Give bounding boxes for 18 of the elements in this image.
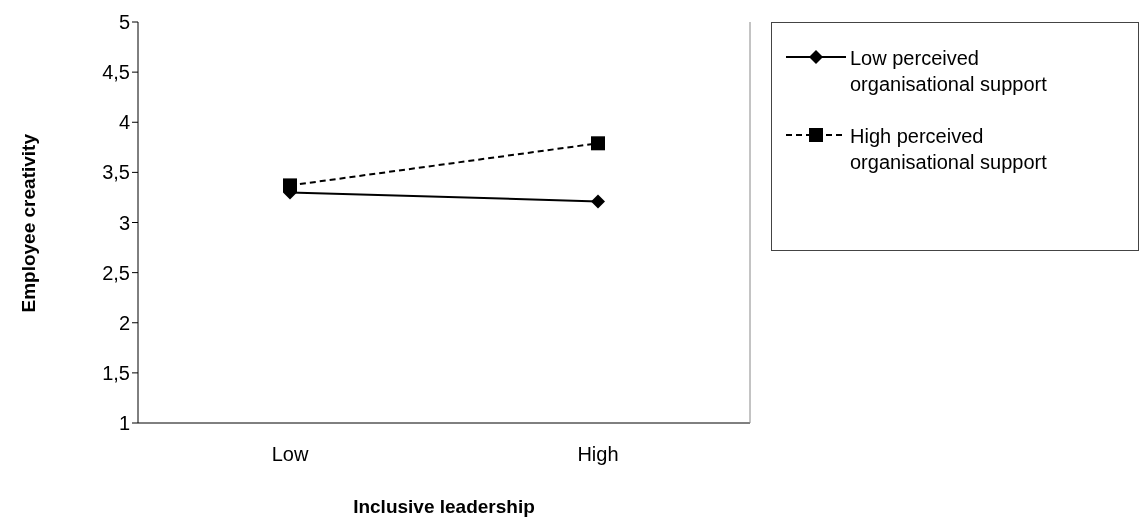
point — [591, 136, 605, 151]
y-tick-label: 5 — [118, 11, 130, 34]
point — [591, 194, 605, 209]
y-tick-label: 4,5 — [102, 61, 130, 84]
y-axis-title: Employee creativity — [17, 133, 39, 313]
y-tick-label: 1 — [118, 412, 130, 435]
y-tick-label: 4 — [118, 111, 130, 134]
x-tick-label: Low — [271, 443, 309, 466]
legend-label: Low perceived organisational support — [850, 46, 1048, 97]
x-tick-label: High — [577, 443, 619, 466]
x-axis-title: Inclusive leadership — [353, 496, 535, 517]
y-tick-label: 3,5 — [102, 161, 130, 184]
legend-label: High perceived organisational support — [850, 124, 1048, 175]
point — [283, 178, 297, 193]
y-tick-label: 2 — [118, 311, 130, 334]
y-tick-label: 3 — [118, 211, 130, 234]
y-tick-label: 1,5 — [102, 361, 130, 384]
y-tick-label: 2,5 — [102, 261, 130, 284]
